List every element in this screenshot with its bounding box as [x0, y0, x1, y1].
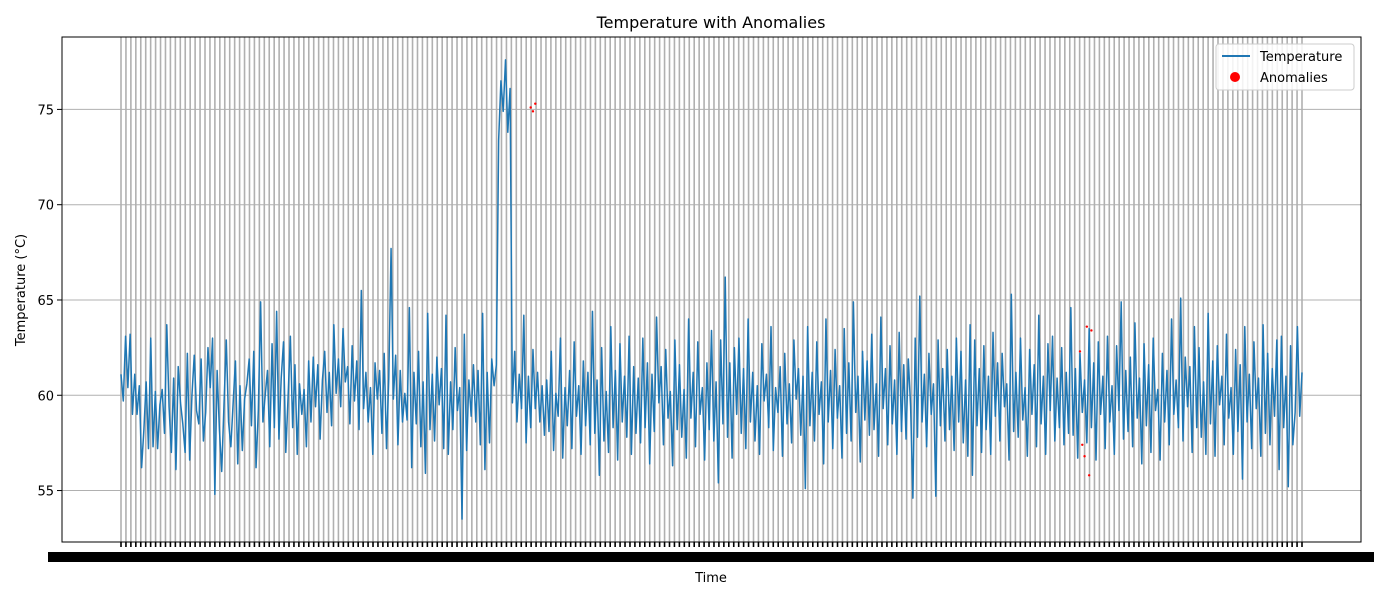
anomaly-point	[529, 106, 532, 109]
legend-label-temperature: Temperature	[1259, 50, 1342, 65]
y-tick-label: 70	[37, 199, 54, 214]
legend-label-anomalies: Anomalies	[1260, 71, 1328, 86]
anomaly-point	[1078, 350, 1082, 353]
legend-dot-icon	[1230, 72, 1240, 82]
data-layer	[120, 59, 1303, 520]
temperature-line	[120, 59, 1303, 520]
chart-title: Temperature with Anomalies	[596, 13, 826, 32]
legend: Temperature Anomalies	[1215, 43, 1355, 91]
x-tick-labels-overlap	[48, 552, 1374, 562]
y-tick-label: 75	[37, 103, 54, 118]
anomaly-point	[1085, 325, 1089, 328]
anomaly-point	[534, 102, 537, 105]
y-tick-label: 65	[37, 294, 54, 309]
axes-frame	[61, 36, 1362, 543]
legend-box	[1215, 43, 1355, 91]
anomaly-point	[1090, 329, 1093, 332]
anomaly-point	[1083, 455, 1086, 458]
anomaly-point	[531, 110, 535, 113]
y-tick-label: 55	[37, 485, 54, 500]
y-tick-label: 60	[37, 389, 54, 404]
y-axis-label: Temperature (°C)	[14, 234, 29, 347]
anomaly-point	[1081, 443, 1084, 447]
x-axis-label: Time	[694, 571, 727, 586]
tick-layer: 55 60 65 70 75	[37, 103, 1374, 562]
anomaly-point	[1087, 474, 1091, 477]
